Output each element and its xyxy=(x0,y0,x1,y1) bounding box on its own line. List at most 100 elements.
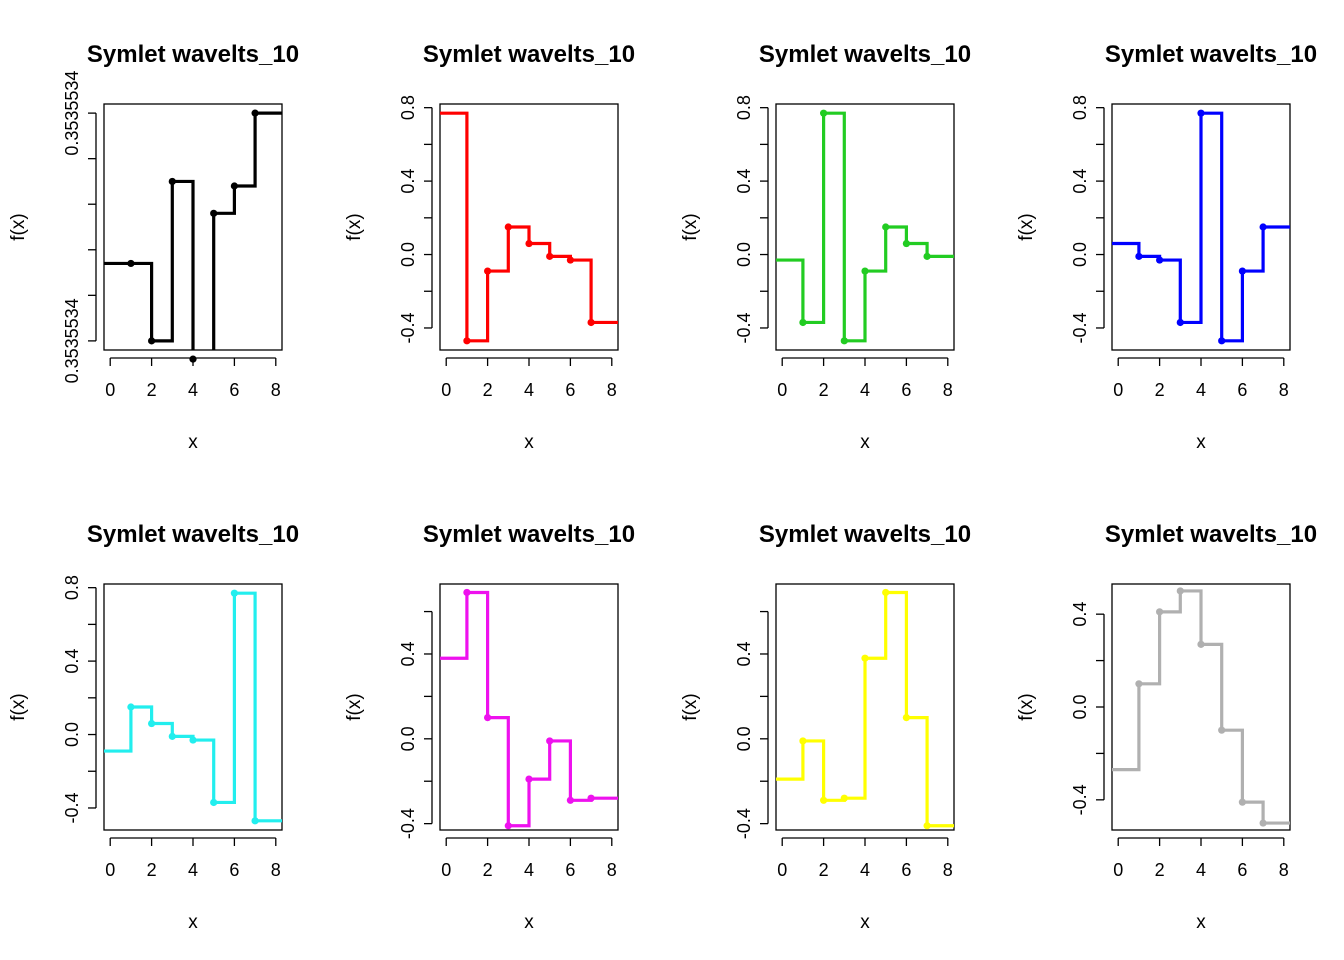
data-point xyxy=(1259,223,1267,231)
x-tick-label: 0 xyxy=(105,860,115,880)
x-tick-label: 6 xyxy=(1237,860,1247,880)
data-point xyxy=(820,796,828,804)
x-tick-label: 2 xyxy=(483,380,493,400)
y-tick-label: 0.0 xyxy=(734,726,754,751)
step-line xyxy=(1112,111,1290,343)
y-axis-label: f(x) xyxy=(344,693,365,720)
y-tick-label: 0.8 xyxy=(62,575,82,600)
chart-title: Symlet wavelts_10 xyxy=(1105,41,1317,68)
x-tick-label: 2 xyxy=(483,860,493,880)
y-axis-label: f(x) xyxy=(680,693,701,720)
data-point xyxy=(463,337,471,345)
y-tick-label: -0.4 xyxy=(1070,312,1090,343)
plot-frame xyxy=(439,103,619,351)
y-tick-label: 0.8 xyxy=(1070,95,1090,120)
x-axis-label: x xyxy=(1196,432,1206,453)
chart-panel-1: Symlet wavelts_10 0 2 4 6 8 x 0.3535534 0.353553… xyxy=(8,41,299,453)
y-tick-label: 0.4 xyxy=(62,649,82,674)
data-point xyxy=(525,775,533,783)
chart-panel-3: Symlet wavelts_10 0 2 4 6 8 x -0.4 0.0 0.4 0.8 f(x) xyxy=(680,41,971,453)
data-point xyxy=(861,267,869,275)
x-tick-label: 2 xyxy=(147,860,157,880)
x-tick-label: 6 xyxy=(901,860,911,880)
data-point xyxy=(1176,318,1184,327)
data-point xyxy=(546,737,554,745)
step-line xyxy=(1112,589,1290,825)
x-axis-label: x xyxy=(188,432,198,453)
x-tick-label: 8 xyxy=(943,860,953,880)
data-point xyxy=(1218,337,1226,345)
x-axis-label: x xyxy=(188,912,198,933)
x-tick-label: 8 xyxy=(271,860,281,880)
data-point xyxy=(189,355,197,363)
plot-frame xyxy=(439,583,619,831)
chart-title: Symlet wavelts_10 xyxy=(759,41,971,68)
y-axis-label: f(x) xyxy=(680,213,701,240)
data-point xyxy=(566,796,574,804)
chart-title: Symlet wavelts_10 xyxy=(1105,521,1317,548)
y-tick-label: 0.8 xyxy=(734,95,754,120)
x-tick-label: 6 xyxy=(1237,380,1247,400)
y-tick-label: 0.0 xyxy=(734,242,754,267)
plot-frame xyxy=(775,583,955,831)
x-tick-label: 4 xyxy=(1196,860,1206,880)
chart-title: Symlet wavelts_10 xyxy=(87,521,299,548)
x-tick-label: 4 xyxy=(188,860,198,880)
x-tick-label: 0 xyxy=(105,380,115,400)
x-tick-label: 2 xyxy=(1155,860,1165,880)
y-tick-label: -0.4 xyxy=(398,808,418,839)
x-tick-label: 8 xyxy=(1279,380,1289,400)
y-tick-label: 0.4 xyxy=(1070,602,1090,627)
data-point xyxy=(168,177,176,186)
y-axis-label: f(x) xyxy=(1016,213,1037,240)
chart-title: Symlet wavelts_10 xyxy=(87,41,299,68)
y-tick-label: 0.4 xyxy=(398,169,418,194)
data-point xyxy=(1197,109,1205,117)
x-tick-label: 8 xyxy=(943,380,953,400)
x-tick-label: 2 xyxy=(819,380,829,400)
data-point xyxy=(168,732,176,740)
data-point xyxy=(882,223,890,231)
x-tick-label: 6 xyxy=(229,380,239,400)
y-tick-label: 0.8 xyxy=(398,95,418,120)
data-point xyxy=(230,182,238,190)
y-axis-label: f(x) xyxy=(344,213,365,240)
x-tick-label: 0 xyxy=(441,860,451,880)
y-axis-label: f(x) xyxy=(1016,693,1037,720)
x-tick-label: 8 xyxy=(271,380,281,400)
data-point xyxy=(1259,819,1267,827)
data-point xyxy=(840,337,848,345)
data-point xyxy=(484,714,492,722)
x-tick-label: 2 xyxy=(1155,380,1165,400)
x-tick-label: 8 xyxy=(1279,860,1289,880)
data-point xyxy=(484,267,492,275)
chart-title: Symlet wavelts_10 xyxy=(759,521,971,548)
x-tick-label: 6 xyxy=(901,380,911,400)
step-line xyxy=(776,590,954,828)
y-tick-label: -0.4 xyxy=(398,312,418,343)
data-point xyxy=(148,719,156,728)
data-point xyxy=(504,223,512,231)
chart-panel-2: Symlet wavelts_10 0 2 4 6 8 x -0.4 0.0 0.4 0.8 f(x) xyxy=(344,41,635,453)
data-point xyxy=(1197,640,1205,648)
data-point xyxy=(127,259,135,268)
x-tick-label: 0 xyxy=(777,860,787,880)
y-axis-label: f(x) xyxy=(8,213,29,240)
data-point xyxy=(1218,726,1226,734)
chart-panel-8: Symlet wavelts_10 0 2 4 6 8 x -0.4 0.0 0.4 f(x) xyxy=(1016,521,1317,933)
x-tick-label: 4 xyxy=(524,380,534,400)
chart-title: Symlet wavelts_10 xyxy=(423,41,635,68)
x-tick-label: 0 xyxy=(777,380,787,400)
y-tick-label: 0.3535534 xyxy=(62,71,82,156)
y-tick-label: -0.4 xyxy=(1070,784,1090,815)
y-axis-label: f(x) xyxy=(8,693,29,720)
y-tick-label: 0.3535534 xyxy=(62,298,82,383)
data-point xyxy=(799,737,807,745)
x-axis-label: x xyxy=(1196,912,1206,933)
chart-panel-5: Symlet wavelts_10 0 2 4 6 8 x -0.4 0.0 0.4 0.8 f(x) xyxy=(8,521,299,933)
x-tick-label: 6 xyxy=(565,380,575,400)
data-point xyxy=(189,736,197,744)
data-point xyxy=(251,817,259,825)
plot-frame xyxy=(775,103,955,351)
